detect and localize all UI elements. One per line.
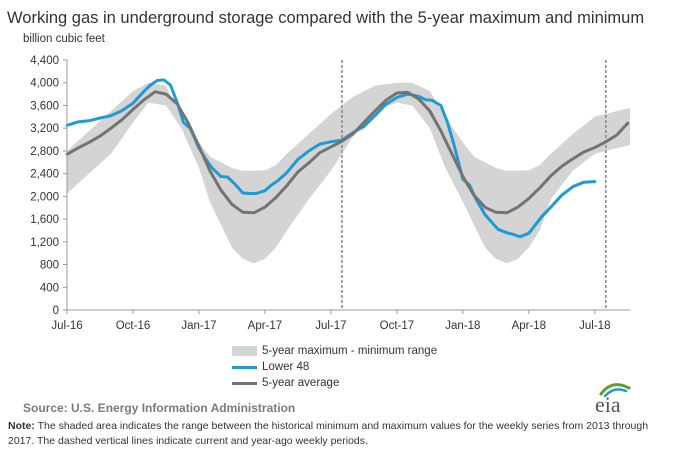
x-tick-label: Jul-17 xyxy=(315,320,346,332)
reference-lines xyxy=(341,60,607,310)
source-text: Source: U.S. Energy Information Administ… xyxy=(23,401,296,415)
x-tick-label: Jul-18 xyxy=(579,320,610,332)
y-tick-label: 1,200 xyxy=(30,237,59,249)
legend-label-avg: 5-year average xyxy=(262,377,340,389)
chart-title: Working gas in underground storage compa… xyxy=(7,9,645,27)
range-band-layer xyxy=(67,82,630,264)
y-tick-label: 3,600 xyxy=(30,100,59,112)
x-tick-label: Jul-16 xyxy=(51,320,82,332)
note-label: Note: xyxy=(8,420,35,432)
x-tick-label: Oct-17 xyxy=(380,320,415,332)
y-axis-unit-label: billion cubic feet xyxy=(23,33,105,45)
x-tick-label: Apr-17 xyxy=(248,320,283,332)
logo-arc-blue xyxy=(603,388,628,398)
logo-text: eia xyxy=(595,392,621,416)
logo-arc-green xyxy=(599,383,631,396)
legend-item-lower48: Lower 48 xyxy=(232,359,437,375)
y-tick-label: 3,200 xyxy=(30,123,59,135)
footnote: Note: The shaded area indicates the rang… xyxy=(8,419,658,449)
legend-label-band: 5-year maximum - minimum range xyxy=(262,345,438,357)
y-tick-label: 400 xyxy=(40,282,59,294)
legend-swatch-avg xyxy=(232,381,257,385)
y-tick-label: 2,800 xyxy=(30,146,59,158)
series-layer xyxy=(65,78,630,239)
range-band xyxy=(67,82,630,264)
x-tick-label: Apr-18 xyxy=(512,320,547,332)
y-tick-label: 2,400 xyxy=(30,169,59,181)
legend-item-avg: 5-year average xyxy=(232,375,437,391)
x-tick-label: Jan-17 xyxy=(181,320,216,332)
legend-swatch-band xyxy=(232,346,257,356)
y-tick-label: 800 xyxy=(40,260,59,272)
y-tick-label: 4,400 xyxy=(30,55,59,67)
legend: 5-year maximum - minimum range Lower 48 … xyxy=(232,343,437,391)
series-line-lower48 xyxy=(65,78,597,239)
x-tick-label: Oct-16 xyxy=(116,320,151,332)
eia-logo: eia xyxy=(595,383,631,416)
note-text: The shaded area indicates the range betw… xyxy=(8,420,649,447)
y-tick-label: 4,000 xyxy=(30,78,59,90)
y-tick-label: 0 xyxy=(53,305,59,317)
axes: 0 400 800 1,200 1,600 2,000 2,400 2,800 3,200 3,6… xyxy=(30,55,630,332)
legend-label-lower48: Lower 48 xyxy=(262,361,310,373)
x-tick-label: Jan-18 xyxy=(445,320,480,332)
legend-swatch-lower48 xyxy=(232,365,257,369)
y-tick-label: 2,000 xyxy=(30,191,59,203)
legend-item-band: 5-year maximum - minimum range xyxy=(232,343,437,359)
series-line-avg xyxy=(65,90,630,215)
y-tick-label: 1,600 xyxy=(30,214,59,226)
